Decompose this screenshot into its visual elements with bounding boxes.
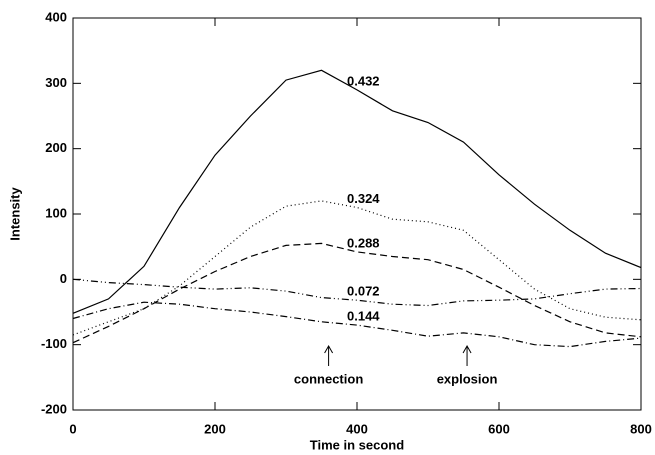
series-label: 0.072 <box>347 284 380 299</box>
x-tick-label: 800 <box>630 421 652 436</box>
y-tick-label: -200 <box>41 401 67 416</box>
series-line <box>72 69 642 314</box>
y-tick-label: 300 <box>45 75 67 90</box>
x-tick-label: 200 <box>204 421 226 436</box>
x-tick-label: 600 <box>488 421 510 436</box>
annotation-text: connection <box>294 371 363 386</box>
y-tick-label: 400 <box>45 9 67 24</box>
series-line <box>72 278 642 307</box>
annotation-arrowhead <box>462 344 472 354</box>
y-axis-title: Intensity <box>7 187 22 241</box>
series-line <box>72 242 642 344</box>
series-label: 0.432 <box>347 73 380 88</box>
series-label: 0.144 <box>347 309 380 324</box>
y-tick-label: 0 <box>60 271 67 286</box>
x-tick-label: 400 <box>346 421 368 436</box>
y-tick-label: 200 <box>45 140 67 155</box>
x-tick-label: 0 <box>69 421 76 436</box>
series-label: 0.324 <box>347 191 380 206</box>
y-tick-label: 100 <box>45 205 67 220</box>
x-axis-title: Time in second <box>310 437 404 452</box>
y-tick-label: -100 <box>41 336 67 351</box>
series-line <box>72 301 642 348</box>
annotation-arrowhead <box>324 344 334 354</box>
series-label: 0.288 <box>347 235 380 250</box>
annotation-text: explosion <box>437 371 498 386</box>
